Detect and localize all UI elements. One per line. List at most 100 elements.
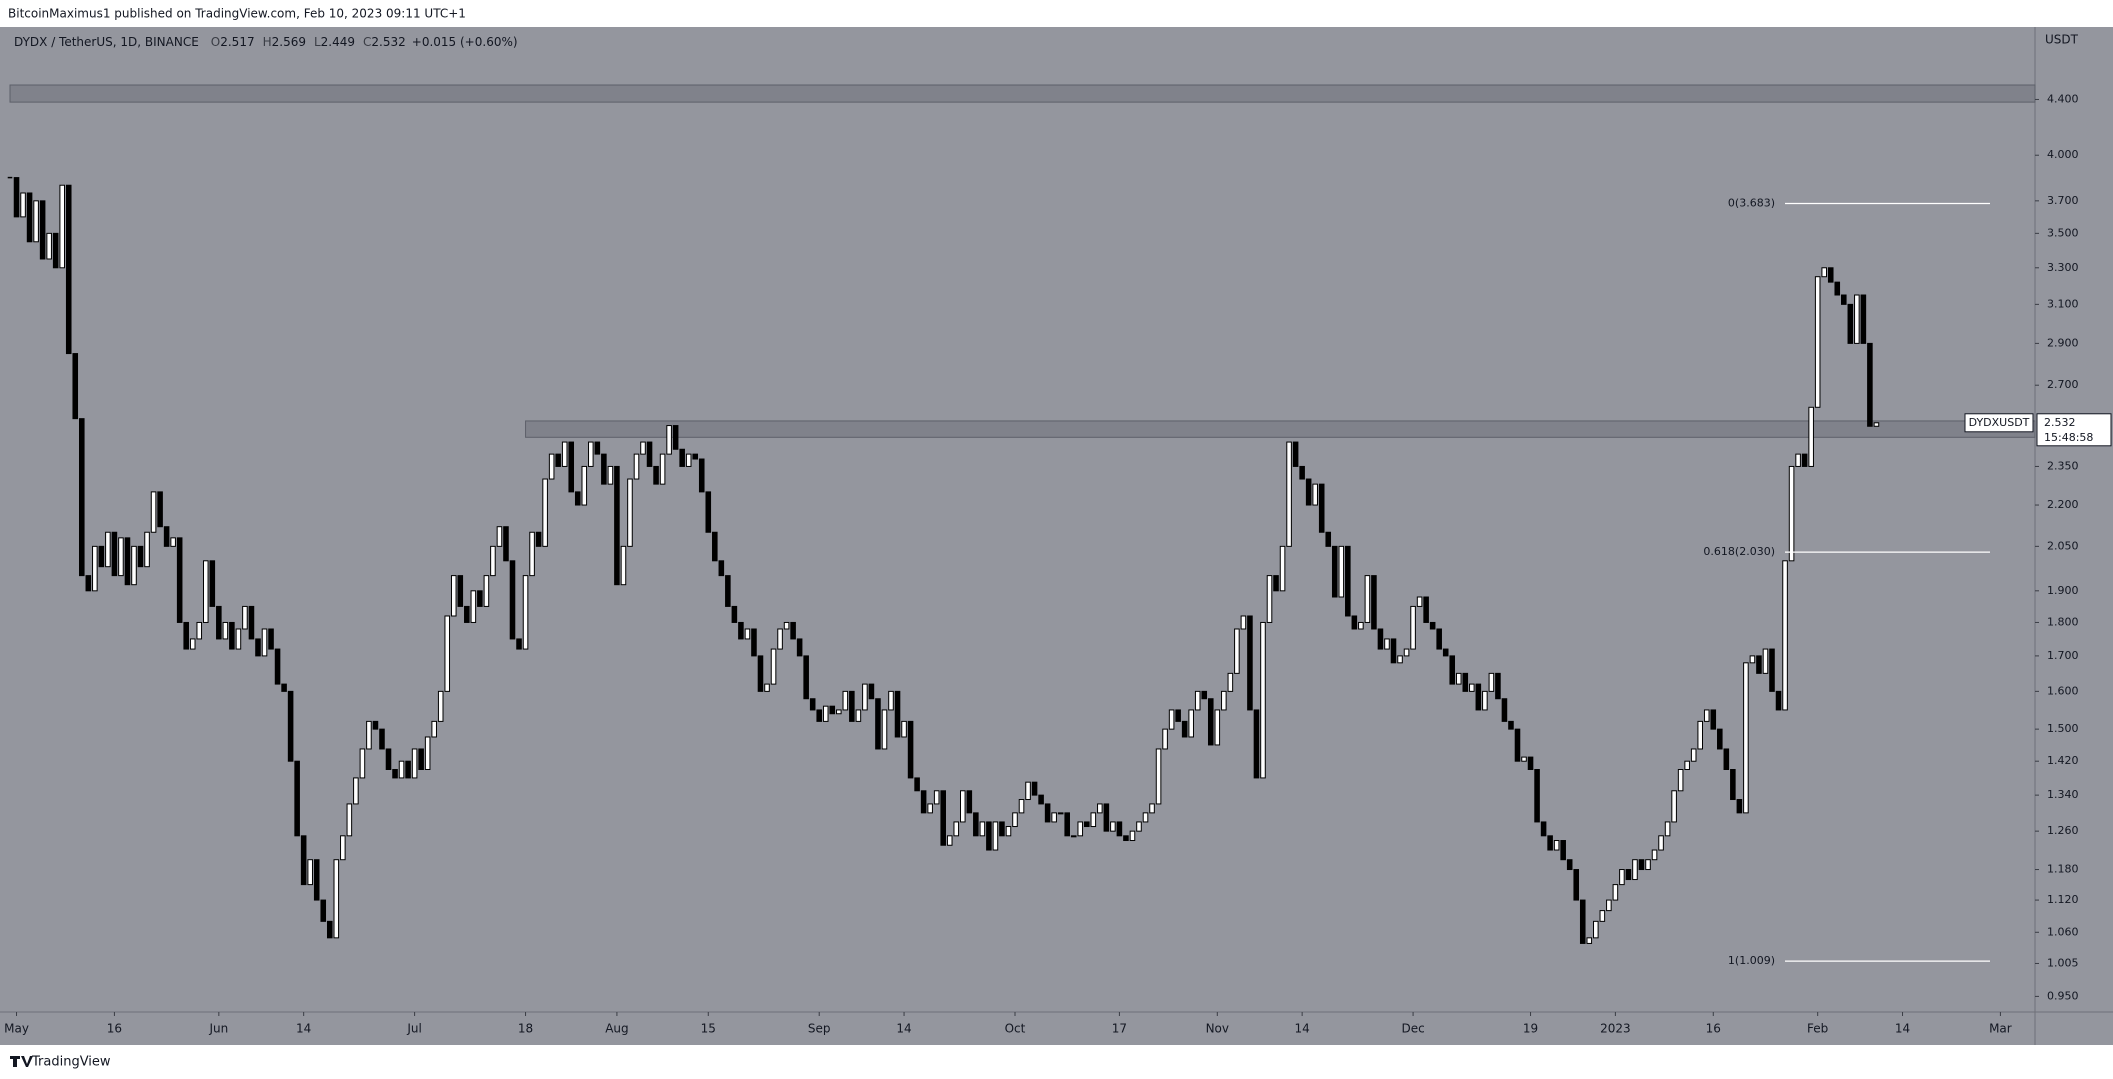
- candle-body: [209, 560, 216, 607]
- candle-body: [287, 690, 294, 762]
- candle-body: [1142, 812, 1149, 823]
- candle-body: [933, 790, 940, 805]
- y-tick-label: 2.700: [2047, 378, 2079, 391]
- candle-body: [496, 526, 503, 547]
- candle-body: [1593, 920, 1599, 939]
- candle-body: [1175, 709, 1181, 722]
- x-tick-label: Jul: [406, 1022, 421, 1036]
- candle-body: [1586, 937, 1593, 944]
- candle-body: [1077, 821, 1084, 837]
- candle-body: [437, 690, 444, 722]
- candle-body: [1168, 709, 1175, 730]
- candle-body: [1194, 690, 1201, 711]
- candle-body: [1560, 840, 1566, 861]
- candle-body: [268, 628, 274, 650]
- candle-body: [46, 232, 52, 260]
- candle-body: [1149, 803, 1155, 814]
- candle-body: [1606, 899, 1612, 912]
- candle-body: [927, 803, 933, 814]
- candle-body: [1566, 859, 1573, 871]
- candle-body: [359, 748, 366, 779]
- x-tick-label: Mar: [1989, 1022, 2012, 1036]
- candle-body: [1097, 803, 1103, 814]
- candle-body: [868, 683, 875, 700]
- candle-body: [39, 200, 46, 260]
- price-tag-box: [2036, 413, 2112, 447]
- candle-body: [105, 531, 111, 568]
- candle-body: [189, 638, 196, 650]
- candle-body: [196, 621, 203, 640]
- candle-body: [751, 628, 757, 657]
- candle-body: [1325, 531, 1332, 547]
- candle-body: [1410, 605, 1416, 650]
- candle-body: [1469, 683, 1475, 692]
- candle-body: [1638, 859, 1645, 871]
- candle-body: [1038, 794, 1044, 805]
- y-tick-label: 2.900: [2047, 336, 2079, 349]
- candle-body: [385, 748, 392, 771]
- ohlc-value: 2.449: [321, 35, 355, 49]
- candle-body: [979, 821, 986, 837]
- candle-body: [966, 790, 973, 814]
- candle-body: [483, 575, 490, 607]
- candle-body: [1044, 803, 1051, 823]
- y-tick-label: 4.400: [2047, 92, 2079, 105]
- symbol-tag-box: [1964, 413, 2034, 433]
- candle-body: [881, 709, 888, 750]
- footer: [0, 1045, 2113, 1079]
- candle-body: [744, 628, 751, 640]
- candle-body: [1841, 294, 1847, 305]
- candle-body: [59, 184, 65, 269]
- candle-body: [1664, 821, 1671, 837]
- y-tick-label: 1.120: [2047, 893, 2079, 906]
- y-tick-label: 2.350: [2047, 459, 2079, 472]
- candle-body: [313, 859, 320, 901]
- candle-body: [509, 560, 516, 640]
- candle-body: [607, 465, 614, 485]
- candle-body: [894, 690, 901, 738]
- candle-body: [307, 859, 313, 886]
- candle-body: [1181, 720, 1188, 738]
- candle-body: [1188, 709, 1194, 738]
- ohlc-value: 2.569: [272, 35, 306, 49]
- candle-body: [999, 821, 1005, 837]
- candle-body: [601, 453, 607, 485]
- y-tick-label: 3.300: [2047, 261, 2079, 274]
- candle-body: [1155, 748, 1162, 805]
- candle-body: [1690, 748, 1697, 762]
- candle-body: [353, 777, 359, 805]
- candle-body: [392, 769, 398, 779]
- candle-body: [1416, 596, 1423, 607]
- candle-body: [672, 425, 679, 450]
- candle-body: [1070, 835, 1077, 838]
- candle-body: [561, 441, 568, 467]
- candle-body: [1090, 812, 1097, 828]
- candle-body: [1436, 628, 1442, 650]
- candle-body: [411, 748, 418, 779]
- candle-body: [849, 690, 855, 722]
- candle-body: [1057, 812, 1064, 815]
- candle-body: [1299, 465, 1305, 480]
- candle-body: [1801, 453, 1808, 467]
- candle-body: [118, 537, 124, 577]
- candle-body: [698, 458, 705, 493]
- candle-body: [1645, 859, 1651, 871]
- candle-body: [679, 448, 685, 467]
- candle-body: [1358, 621, 1364, 630]
- candle-body: [568, 441, 575, 493]
- candle-body: [1514, 728, 1521, 762]
- candle-body: [555, 453, 561, 467]
- candle-body: [666, 425, 672, 455]
- candle-body: [1677, 769, 1684, 792]
- candle-body: [216, 605, 222, 640]
- candle-body: [1788, 465, 1795, 562]
- candle-body: [1025, 781, 1031, 801]
- candle-body: [79, 418, 85, 577]
- candle-body: [1247, 615, 1253, 711]
- candle-body: [875, 698, 881, 750]
- x-tick-label: Feb: [1807, 1022, 1828, 1036]
- candle-body: [1769, 648, 1775, 692]
- candle-body: [1762, 648, 1769, 674]
- fib-label: 1(1.009): [1728, 954, 1775, 967]
- candle-body: [1005, 826, 1012, 837]
